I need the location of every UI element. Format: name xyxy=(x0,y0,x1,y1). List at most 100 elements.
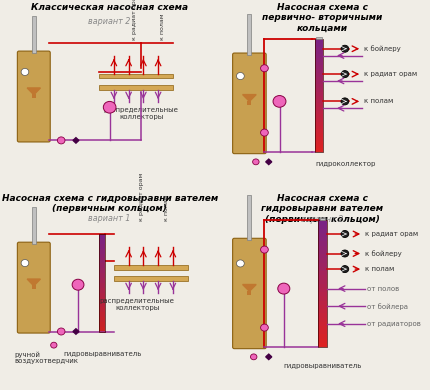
Polygon shape xyxy=(27,279,40,286)
Circle shape xyxy=(261,65,268,72)
Bar xyxy=(318,246,327,250)
Bar xyxy=(99,258,105,263)
Bar xyxy=(318,258,327,262)
Text: к полам: к полам xyxy=(164,195,169,222)
Text: от радиаторов: от радиаторов xyxy=(367,321,421,327)
Bar xyxy=(99,268,105,273)
Circle shape xyxy=(341,98,349,105)
Bar xyxy=(99,254,105,258)
Bar xyxy=(318,321,327,326)
Bar xyxy=(32,207,36,244)
Bar xyxy=(318,220,327,225)
Polygon shape xyxy=(266,159,272,165)
Polygon shape xyxy=(27,88,40,95)
Bar xyxy=(99,273,105,278)
Bar xyxy=(114,277,187,281)
Bar xyxy=(315,92,323,96)
Text: к полам: к полам xyxy=(364,98,393,105)
Bar xyxy=(99,85,173,90)
Bar xyxy=(318,233,327,237)
Text: вариант 2: вариант 2 xyxy=(89,16,131,26)
Text: Насосная схема с гидровыравни вателем
(первичным кольцом): Насосная схема с гидровыравни вателем (п… xyxy=(2,194,218,213)
Polygon shape xyxy=(73,329,79,334)
Circle shape xyxy=(341,266,349,273)
Bar xyxy=(99,317,105,322)
Bar xyxy=(247,195,252,240)
Bar xyxy=(99,278,105,283)
Text: к радиат орам: к радиат орам xyxy=(365,231,418,237)
Bar xyxy=(99,243,105,249)
Text: к бойлеру: к бойлеру xyxy=(365,250,402,257)
Text: распределительные
коллекторы: распределительные коллекторы xyxy=(104,107,179,120)
Bar xyxy=(318,292,327,296)
Bar xyxy=(318,343,327,347)
Bar xyxy=(247,101,252,105)
Bar xyxy=(99,234,105,332)
Bar xyxy=(318,224,327,229)
Bar xyxy=(315,110,323,114)
Bar xyxy=(114,265,187,269)
Bar xyxy=(318,275,327,280)
Polygon shape xyxy=(243,285,256,291)
Bar xyxy=(315,88,323,92)
Bar xyxy=(318,288,327,292)
Bar xyxy=(99,239,105,244)
Bar xyxy=(318,300,327,305)
Bar xyxy=(318,317,327,322)
Circle shape xyxy=(341,71,349,78)
Bar xyxy=(318,284,327,288)
Bar xyxy=(318,267,327,271)
Circle shape xyxy=(51,342,57,348)
Bar xyxy=(318,241,327,246)
Bar xyxy=(318,339,327,343)
Bar xyxy=(315,50,323,54)
Bar xyxy=(315,62,323,66)
Circle shape xyxy=(341,45,349,52)
Bar xyxy=(318,229,327,233)
Bar xyxy=(32,94,36,98)
Bar xyxy=(99,282,105,288)
Bar xyxy=(315,137,323,141)
Bar xyxy=(99,307,105,312)
Circle shape xyxy=(278,283,290,294)
Text: гидроколлектор: гидроколлектор xyxy=(315,161,375,167)
Text: вариант 2: вариант 2 xyxy=(301,215,344,225)
Bar xyxy=(99,297,105,302)
Bar xyxy=(247,291,252,295)
Circle shape xyxy=(72,279,84,290)
Bar xyxy=(315,148,323,152)
Text: гидровыравниватель: гидровыравниватель xyxy=(283,363,362,369)
Bar xyxy=(318,326,327,330)
Bar xyxy=(99,302,105,307)
Bar xyxy=(315,46,323,50)
Bar xyxy=(315,65,323,69)
Bar xyxy=(315,99,323,103)
Bar xyxy=(318,309,327,313)
Bar xyxy=(318,330,327,335)
Bar xyxy=(318,237,327,241)
Bar xyxy=(318,262,327,267)
Bar xyxy=(99,234,105,239)
Bar xyxy=(315,103,323,107)
Bar xyxy=(318,296,327,301)
Text: вариант 1: вариант 1 xyxy=(89,214,131,223)
Text: к радиат орам: к радиат орам xyxy=(364,71,418,77)
Circle shape xyxy=(57,328,65,335)
Text: гидровыравниватель: гидровыравниватель xyxy=(63,351,141,357)
Circle shape xyxy=(237,260,244,267)
Bar xyxy=(318,305,327,309)
Bar xyxy=(315,76,323,80)
Bar xyxy=(315,43,323,46)
Bar xyxy=(99,321,105,327)
Text: к радиат орам: к радиат орам xyxy=(132,0,138,40)
Text: Насосная схема с
первично- вторичными
кольцами: Насосная схема с первично- вторичными ко… xyxy=(262,3,383,33)
Text: Насосная схема с
гидровыравни вателем
(первичным кольцом): Насосная схема с гидровыравни вателем (п… xyxy=(261,194,384,224)
Text: от полов: от полов xyxy=(367,285,400,292)
Circle shape xyxy=(57,137,65,144)
Bar xyxy=(32,285,36,289)
Bar xyxy=(99,292,105,297)
Bar xyxy=(319,218,326,220)
Text: от бойлера: от бойлера xyxy=(367,303,408,310)
Polygon shape xyxy=(266,354,272,360)
Circle shape xyxy=(261,129,268,136)
